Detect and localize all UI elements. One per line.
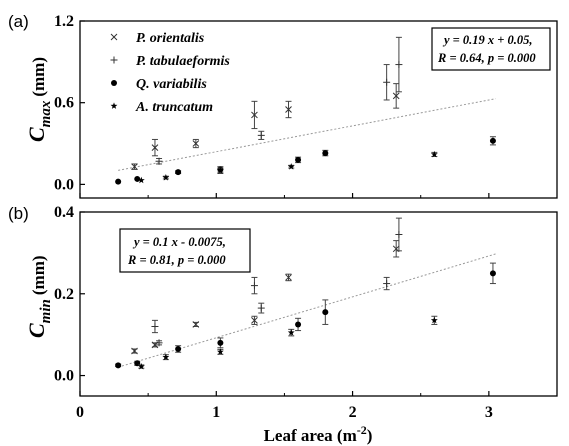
data-point — [192, 321, 200, 328]
x-axis-title: Leaf area (m-2) — [264, 423, 373, 445]
panel-b-data-marks — [115, 217, 496, 370]
data-point — [251, 317, 258, 324]
panel-b-equation-frame — [119, 228, 251, 273]
panel-b-fit-line — [118, 253, 496, 368]
panel-a-equation-line-1: y = 0.19 x + 0.05, — [442, 33, 533, 47]
panel-b-ylabel-main: C — [24, 323, 49, 338]
data-point — [137, 362, 145, 370]
data-point — [216, 167, 224, 174]
panel-a-data-marks — [115, 36, 496, 185]
x-tick-label: 0 — [76, 404, 84, 421]
data-point — [175, 169, 182, 176]
panel-b-equation-line-1: y = 0.1 x - 0.0075, — [132, 235, 226, 249]
data-point — [131, 163, 138, 171]
legend-marker — [110, 56, 118, 64]
x-axis-title-end: ) — [367, 426, 373, 445]
panel-a-y-tick-label: 0.0 — [54, 176, 74, 193]
x-tick-labels: 0 1 2 3 — [76, 404, 493, 421]
panel-b-frame — [79, 211, 558, 397]
legend-label: A. truncatum — [135, 100, 213, 115]
legend-marker — [110, 102, 118, 109]
x-axis-title-main: Leaf area (m — [264, 426, 357, 445]
panel-a-y-ticks: 0.0 0.6 1.2 — [54, 13, 85, 193]
data-point — [395, 61, 403, 69]
legend-label: P. tabulaeformis — [136, 54, 230, 69]
panel-b-y-tick-label: 0.0 — [54, 368, 74, 385]
panel-a-ylabel-sub: max — [38, 100, 54, 127]
panel-a-frame — [79, 20, 558, 199]
data-point — [151, 322, 159, 330]
data-point — [131, 347, 138, 355]
panel-b-y-axis-title: Cmin (mm) — [24, 255, 54, 338]
data-point — [151, 144, 159, 151]
data-point — [295, 156, 302, 163]
data-point — [257, 131, 265, 139]
data-point — [257, 304, 265, 312]
data-point — [285, 106, 292, 113]
data-point — [162, 353, 170, 361]
legend: P. orientalis P. tabulaeformis Q. variabil… — [110, 31, 230, 115]
panel-b-y-ticks: 0.0 0.2 0.4 — [54, 204, 85, 385]
panel-a-equation-frame — [431, 27, 551, 71]
panel-a-y-tick-label: 1.2 — [54, 13, 74, 30]
panel-a-y-tick-label: 0.6 — [54, 95, 74, 112]
data-point — [137, 176, 145, 184]
data-point — [383, 78, 391, 86]
panel-a: (a) 0.0 0.6 1.2 Cmax (mm) P. orientalis P. t… — [8, 12, 558, 199]
panel-b-ylabel-unit: (mm) — [29, 255, 48, 295]
data-point — [430, 316, 438, 324]
data-point — [217, 339, 224, 346]
panel-a-x-ticks — [79, 193, 490, 198]
panel-a-y-axis-title: Cmax (mm) — [24, 57, 54, 142]
data-point — [162, 173, 170, 181]
legend-label: P. orientalis — [136, 31, 205, 46]
legend-label: Q. variabilis — [136, 77, 207, 92]
data-point — [155, 157, 163, 165]
data-point — [395, 230, 403, 238]
data-point — [115, 362, 122, 369]
data-point — [322, 309, 329, 316]
panel-a-equation-box: y = 0.19 x + 0.05, R = 0.64, p = 0.000 — [431, 27, 551, 71]
data-point — [295, 321, 302, 328]
x-tick-label: 1 — [212, 404, 220, 421]
panel-b-equation-line-2: R = 0.81, p = 0.000 — [127, 253, 226, 267]
data-point — [250, 282, 258, 290]
data-point — [489, 137, 496, 144]
panel-b-equation-box: y = 0.1 x - 0.0075, R = 0.81, p = 0.000 — [119, 228, 251, 273]
svg-text:Cmax(mm): Cmax (mm) — [24, 57, 54, 142]
data-point — [175, 345, 182, 352]
data-point — [115, 178, 122, 185]
data-point — [383, 280, 391, 288]
data-point — [287, 329, 295, 336]
x-tick-label: 2 — [349, 404, 357, 421]
data-point — [430, 150, 438, 158]
panel-b-label: (b) — [8, 204, 29, 223]
data-point — [134, 175, 141, 182]
panel-a-equation-line-2: R = 0.64, p = 0.000 — [437, 51, 536, 65]
x-axis-title-sup: -2 — [357, 423, 367, 437]
data-point — [216, 348, 224, 355]
panel-a-fit-line — [118, 98, 496, 171]
panel-a-label: (a) — [8, 12, 29, 31]
panel-b-y-tick-label: 0.2 — [54, 286, 74, 303]
data-point — [322, 150, 329, 157]
data-point — [392, 92, 400, 100]
data-point — [489, 270, 496, 277]
data-point — [285, 274, 292, 281]
panel-b: (b) 0.0 0.2 0.4 Cmin (mm) y = 0.1 x - 0.007… — [8, 204, 558, 445]
legend-marker — [110, 33, 118, 41]
data-point — [251, 111, 258, 119]
data-point — [287, 163, 295, 170]
panel-b-ylabel-sub: min — [38, 299, 54, 323]
panel-b-y-tick-label: 0.4 — [54, 204, 74, 221]
panel-b-x-ticks — [79, 391, 490, 396]
data-point — [192, 140, 200, 147]
svg-text:Cmin(mm): Cmin (mm) — [24, 255, 54, 338]
x-tick-label: 3 — [485, 404, 493, 421]
legend-marker — [111, 80, 117, 86]
data-point — [155, 339, 163, 347]
panel-a-ylabel-unit: (mm) — [29, 57, 48, 97]
panel-a-ylabel-main: C — [24, 127, 49, 142]
